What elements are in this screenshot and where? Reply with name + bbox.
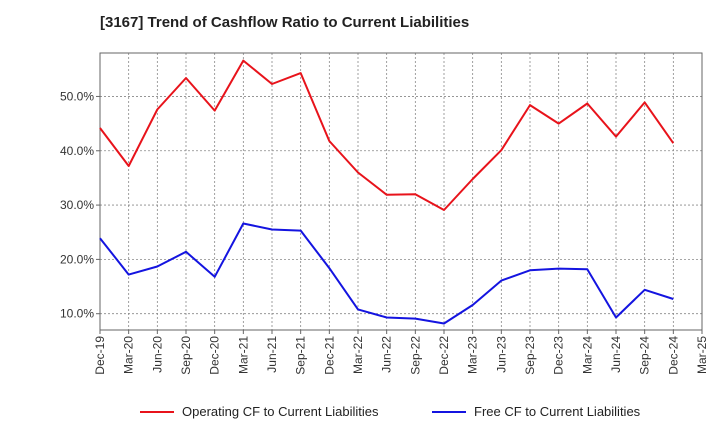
legend-label-free-cf: Free CF to Current Liabilities xyxy=(474,404,641,419)
x-tick-label: Jun-22 xyxy=(380,336,394,373)
legend-swatch-free-cf xyxy=(432,410,466,413)
x-tick-label: Dec-20 xyxy=(208,336,222,375)
legend-item-operating-cf: Operating CF to Current Liabilities xyxy=(140,404,379,419)
series-line-free-cf xyxy=(99,222,674,325)
chart-title: [3167] Trend of Cashflow Ratio to Curren… xyxy=(100,14,470,31)
x-tick-label: Mar-23 xyxy=(466,336,480,374)
y-tick-label: 30.0% xyxy=(60,198,94,212)
x-tick-label: Sep-24 xyxy=(638,336,652,375)
legend-swatch-operating-cf xyxy=(140,410,174,413)
legend-item-free-cf: Free CF to Current Liabilities xyxy=(432,404,640,419)
x-tick-label: Dec-23 xyxy=(552,336,566,375)
x-tick-label: Mar-24 xyxy=(580,336,594,374)
x-tick-label: Dec-24 xyxy=(666,336,680,375)
series-line-operating-cf xyxy=(99,59,675,211)
x-tick-label: Sep-23 xyxy=(523,336,537,375)
x-tick-label: Jun-20 xyxy=(150,336,164,373)
x-tick-label: Sep-22 xyxy=(408,336,422,375)
x-tick-label: Mar-25 xyxy=(695,336,709,374)
y-tick-label: 10.0% xyxy=(60,307,94,321)
y-tick-label: 20.0% xyxy=(60,252,94,266)
x-tick-label: Jun-23 xyxy=(494,336,508,373)
x-tick-label: Dec-21 xyxy=(322,336,336,375)
x-tick-label: Dec-22 xyxy=(437,336,451,375)
x-tick-label: Jun-21 xyxy=(265,336,279,373)
x-tick-label: Mar-21 xyxy=(236,336,250,374)
y-tick-label: 40.0% xyxy=(60,144,94,158)
x-tick-label: Mar-22 xyxy=(351,336,365,374)
x-tick-label: Jun-24 xyxy=(609,336,623,373)
x-tick-label: Mar-20 xyxy=(122,336,136,374)
x-tick-label: Sep-20 xyxy=(179,336,193,375)
x-tick-label: Sep-21 xyxy=(294,336,308,375)
legend-label-operating-cf: Operating CF to Current Liabilities xyxy=(182,404,379,419)
plot-area xyxy=(100,53,702,330)
x-tick-label: Dec-19 xyxy=(93,336,107,375)
plot-frame xyxy=(99,52,703,331)
y-tick-label: 50.0% xyxy=(60,89,94,103)
